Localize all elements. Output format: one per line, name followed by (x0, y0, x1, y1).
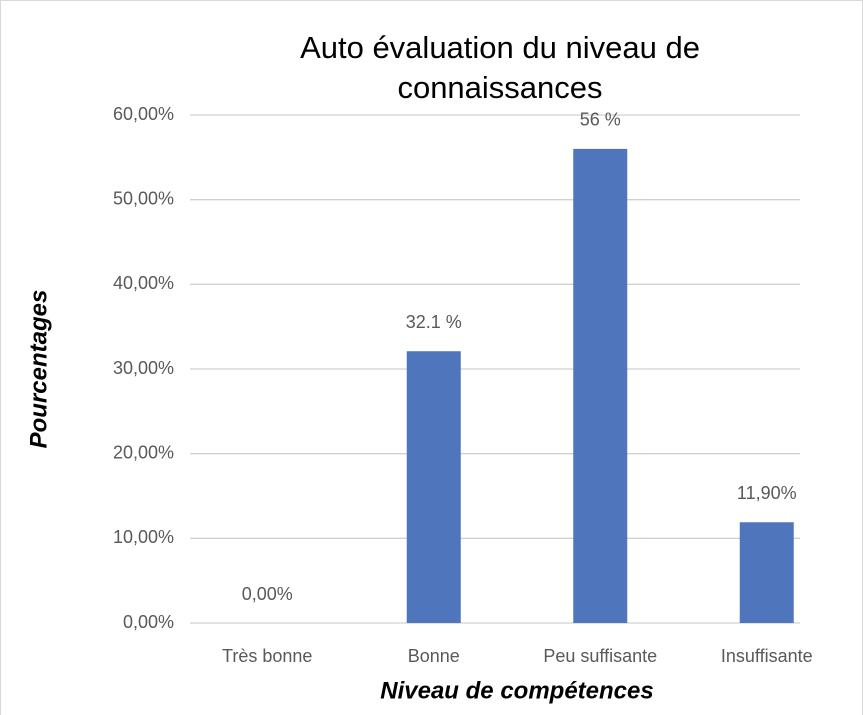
y-tick-label: 40,00% (113, 273, 174, 293)
y-axis-title: Pourcentages (25, 290, 52, 449)
y-tick-label: 60,00% (113, 104, 174, 124)
chart-title: Auto évaluation du niveau de connaissanc… (300, 30, 700, 105)
bar (406, 351, 461, 623)
x-tick-label: Bonne (408, 646, 460, 666)
y-tick-label: 10,00% (113, 527, 174, 547)
y-tick-label: 30,00% (113, 358, 174, 378)
bar (573, 148, 628, 623)
bar (739, 522, 794, 623)
x-tick-label: Très bonne (222, 646, 312, 666)
y-tick-label: 50,00% (113, 188, 174, 208)
value-label: 56 % (580, 110, 621, 130)
y-tick-label: 0,00% (123, 612, 174, 632)
y-tick-label: 20,00% (113, 442, 174, 462)
x-tick-label: Insuffisante (721, 646, 813, 666)
x-axis-title: Niveau de compétences (380, 677, 653, 704)
value-label: 32.1 % (406, 312, 462, 332)
value-label: 0,00% (242, 584, 293, 604)
value-label: 11,90% (737, 483, 797, 503)
x-tick-label: Peu suffisante (543, 646, 657, 666)
